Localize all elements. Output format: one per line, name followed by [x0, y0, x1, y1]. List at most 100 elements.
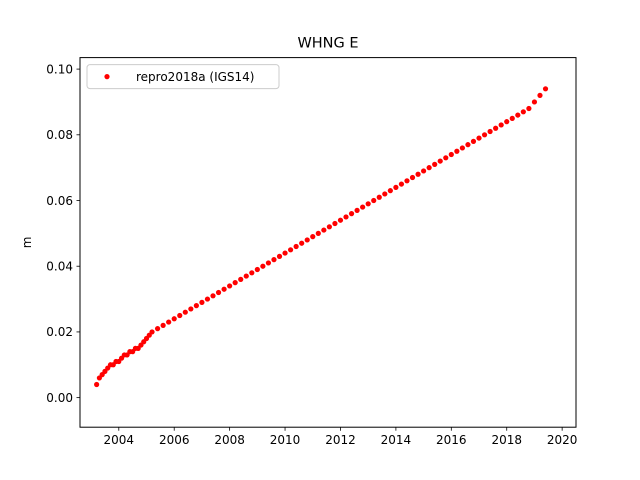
y-tick-label: 0.10 — [46, 62, 73, 76]
data-point — [526, 105, 532, 112]
data-point — [515, 112, 521, 118]
y-tick-label: 0.08 — [46, 128, 73, 142]
x-tick-label: 2018 — [491, 433, 522, 447]
data-point — [221, 286, 227, 292]
data-point — [393, 184, 399, 190]
data-point — [287, 247, 294, 253]
data-point — [448, 151, 454, 158]
data-point — [299, 240, 305, 246]
points-layer — [94, 86, 549, 388]
data-point — [537, 92, 543, 98]
data-point — [177, 312, 183, 319]
data-point — [249, 270, 255, 276]
data-point — [315, 230, 321, 236]
data-point — [271, 257, 277, 263]
data-point — [387, 188, 393, 194]
data-point — [337, 217, 344, 223]
data-point — [227, 283, 233, 289]
data-point — [193, 303, 199, 309]
x-tick-label: 2016 — [436, 433, 467, 447]
data-point — [509, 115, 515, 121]
data-point — [188, 306, 194, 312]
data-point — [304, 237, 310, 243]
data-point — [354, 207, 360, 213]
data-point — [260, 263, 266, 269]
legend-box — [86, 64, 280, 90]
y-tick-label: 0.06 — [46, 194, 73, 208]
data-point — [204, 296, 211, 302]
data-point — [487, 128, 493, 135]
legend-label: repro2018a (IGS14) — [136, 70, 254, 84]
data-point — [348, 211, 355, 217]
data-point — [182, 309, 188, 315]
data-point — [310, 234, 316, 240]
data-point — [470, 138, 477, 144]
data-point — [404, 178, 410, 184]
data-point — [476, 135, 482, 141]
data-point — [459, 145, 465, 151]
y-tick-label: 0.04 — [46, 260, 73, 274]
data-point — [498, 122, 504, 128]
y-tick-label: 0.02 — [46, 325, 73, 339]
data-point — [149, 329, 155, 335]
data-point — [210, 293, 216, 299]
data-point — [238, 276, 244, 282]
data-point — [282, 250, 288, 256]
data-point — [360, 204, 366, 210]
data-point — [465, 142, 471, 148]
data-point — [254, 266, 260, 273]
legend: repro2018a (IGS14) — [86, 64, 280, 90]
data-point — [371, 197, 377, 204]
data-point — [409, 174, 416, 181]
chart-title: WHNG E — [297, 36, 358, 52]
data-point — [426, 165, 432, 171]
x-tick-label: 2006 — [159, 433, 190, 447]
x-tick-label: 2020 — [547, 433, 578, 447]
data-point — [160, 322, 166, 328]
data-point — [437, 158, 443, 164]
data-point — [326, 224, 332, 230]
data-point — [321, 227, 327, 233]
x-tick-label: 2010 — [270, 433, 301, 447]
data-point — [421, 168, 427, 174]
y-tick-label: 0.00 — [46, 391, 73, 405]
data-point — [531, 99, 538, 105]
plot-frame — [79, 57, 577, 428]
data-point — [166, 319, 172, 325]
data-point — [443, 155, 449, 161]
data-point — [493, 125, 499, 131]
data-point — [243, 273, 249, 279]
data-point — [343, 214, 349, 220]
x-tick-label: 2004 — [104, 433, 135, 447]
data-point — [481, 132, 488, 138]
data-point — [542, 86, 549, 92]
data-point — [398, 181, 405, 187]
data-point — [293, 243, 299, 250]
data-point — [365, 201, 371, 207]
data-point — [415, 171, 421, 177]
x-tick-label: 2012 — [325, 433, 356, 447]
data-point — [215, 289, 222, 296]
y-axis: 0.00 0.02 0.04 0.06 0.08 0.10 — [46, 62, 80, 405]
data-point — [504, 119, 510, 125]
data-point — [265, 260, 272, 266]
x-axis: 2004 2006 2008 2010 2012 2014 2016 2018 2020 — [104, 427, 578, 447]
x-tick-label: 2008 — [214, 433, 245, 447]
data-point — [171, 316, 177, 322]
data-point — [432, 161, 438, 167]
data-point — [276, 253, 283, 259]
data-point — [232, 280, 238, 286]
data-point — [454, 148, 460, 154]
y-axis-label: m — [20, 237, 34, 249]
data-point — [520, 109, 526, 115]
x-tick-label: 2014 — [381, 433, 412, 447]
data-point — [154, 326, 161, 332]
legend-marker-icon — [104, 74, 110, 80]
data-point — [199, 299, 205, 305]
data-point — [376, 194, 382, 200]
data-point — [94, 381, 100, 388]
data-point — [382, 191, 388, 197]
data-point — [332, 220, 338, 227]
